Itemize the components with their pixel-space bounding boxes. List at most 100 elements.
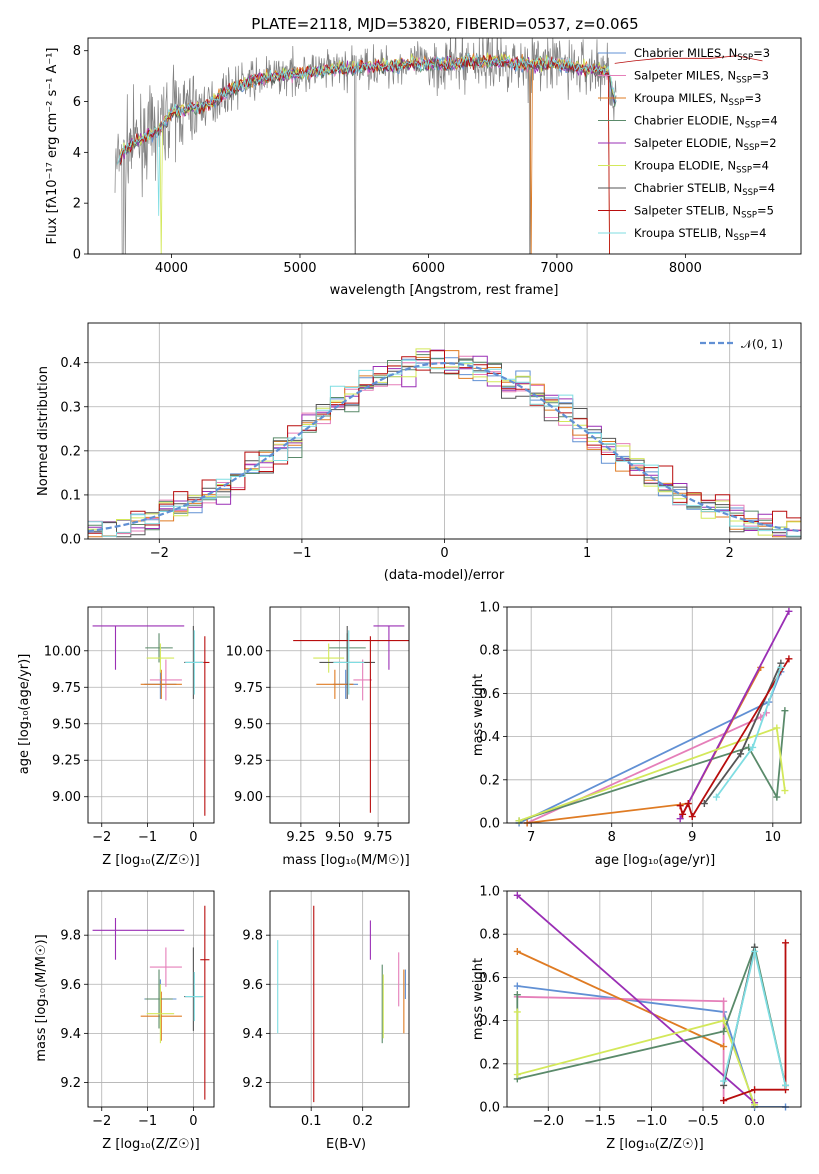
plus-marker bbox=[720, 1017, 728, 1025]
model-spectrum-line bbox=[119, 54, 610, 254]
model-spectrum-line bbox=[119, 52, 610, 254]
y-tick-label: 0.4 bbox=[60, 356, 81, 371]
y-tick-label: 2 bbox=[73, 197, 81, 212]
plus-marker bbox=[751, 1086, 759, 1094]
y-tick-label: 0.6 bbox=[479, 971, 500, 986]
axes-frame bbox=[87, 606, 215, 824]
plus-marker bbox=[782, 1081, 790, 1089]
plus-marker bbox=[773, 793, 781, 801]
age-vs-mass-panel: 9.25 9.50 9.75 9.00 9.25 9.50 9.75 10.00 bbox=[226, 606, 410, 845]
legend-label-count: =2 bbox=[760, 136, 777, 150]
mass-vs-metallicity-panel: −2 −1 0 9.2 9.4 9.6 9.8 bbox=[60, 890, 215, 1129]
plus-marker bbox=[720, 997, 728, 1005]
model-spectrum-line bbox=[119, 54, 617, 163]
mass-weight-series-line bbox=[526, 667, 762, 823]
y-tick-label: 9.25 bbox=[52, 754, 81, 769]
y-tick-label: 0.2 bbox=[60, 444, 81, 459]
mw-z-y-label: mass weight bbox=[471, 958, 486, 1040]
x-tick-label: 8000 bbox=[669, 261, 702, 276]
mass-weight-series-line bbox=[723, 942, 787, 1102]
x-tick-label: 0.1 bbox=[301, 1114, 322, 1129]
plus-marker bbox=[720, 1097, 728, 1105]
axes-frame bbox=[269, 890, 410, 1108]
x-tick-label: −2.0 bbox=[532, 1114, 564, 1129]
legend-label-sub: SSP bbox=[744, 143, 760, 153]
mass-ebv-x-label: E(B-V) bbox=[326, 1137, 366, 1152]
axes-frame bbox=[506, 606, 802, 824]
x-tick-label: 1 bbox=[583, 546, 591, 561]
model-spectrum-line bbox=[119, 52, 617, 254]
y-tick-label: 4 bbox=[73, 146, 81, 161]
legend-label-sub: SSP bbox=[736, 166, 752, 176]
age-mass-x-label: mass [log₁₀(M/M☉)] bbox=[282, 853, 409, 868]
histogram-y-label: Normed distribution bbox=[36, 366, 51, 496]
legend-label-sub: SSP bbox=[741, 211, 757, 221]
legend-label-text: Chabrier STELIB, N bbox=[634, 181, 742, 195]
axes-frame bbox=[87, 322, 802, 540]
y-tick-label: 0.0 bbox=[60, 533, 81, 548]
y-tick-label: 9.2 bbox=[242, 1076, 263, 1091]
y-tick-label: 0.2 bbox=[479, 1057, 500, 1072]
legend-label: Kroupa ELODIE, NSSP=4 bbox=[634, 159, 769, 176]
x-tick-label: 9 bbox=[688, 830, 696, 845]
x-tick-label: −1.5 bbox=[584, 1114, 616, 1129]
x-tick-label: −2 bbox=[92, 830, 111, 845]
legend-label: Chabrier ELODIE, NSSP=4 bbox=[634, 114, 778, 131]
x-tick-label: −1 bbox=[138, 1114, 157, 1129]
x-tick-label: −2 bbox=[92, 1114, 111, 1129]
x-tick-label: 5000 bbox=[283, 261, 316, 276]
plus-marker bbox=[513, 891, 521, 899]
axes-frame bbox=[506, 890, 802, 1108]
plus-marker bbox=[688, 813, 696, 821]
legend-label: Kroupa STELIB, NSSP=4 bbox=[634, 226, 766, 243]
residual-histogram-step bbox=[88, 350, 801, 538]
mass-weight-series-line bbox=[516, 950, 724, 1048]
y-tick-label: 1.0 bbox=[479, 601, 500, 616]
y-tick-label: 0.4 bbox=[479, 1014, 500, 1029]
x-tick-label: 8 bbox=[608, 830, 616, 845]
legend-label-text: Salpeter STELIB, N bbox=[634, 204, 741, 218]
histogram-x-label: (data-model)/error bbox=[384, 568, 505, 583]
x-tick-label: 9.25 bbox=[286, 830, 315, 845]
plus-marker bbox=[777, 663, 785, 671]
residual-histogram-panel: −2 −1 0 1 2 0.0 0.1 0.2 0.3 0.4 bbox=[60, 322, 802, 561]
y-tick-label: 9.00 bbox=[52, 790, 81, 805]
plus-marker bbox=[737, 750, 745, 758]
plus-marker bbox=[785, 655, 793, 663]
y-tick-label: 9.25 bbox=[234, 754, 263, 769]
y-tick-label: 0.2 bbox=[479, 773, 500, 788]
massweight-vs-metallicity-panel: −2.0 −1.5 −1.0 −0.5 0.0 0.0 0.2 0.4 0.6 0.8 1.0 bbox=[479, 885, 802, 1129]
axes-frame bbox=[87, 890, 215, 1108]
x-tick-label: 0 bbox=[189, 1114, 197, 1129]
mw-age-x-label: age [log₁₀(age/yr)] bbox=[595, 853, 716, 868]
axes-frame bbox=[87, 37, 802, 255]
x-tick-label: 2 bbox=[726, 546, 734, 561]
y-tick-label: 0.1 bbox=[60, 488, 81, 503]
y-tick-label: 0.0 bbox=[479, 1101, 500, 1116]
legend-label-count: =4 bbox=[761, 114, 778, 128]
age-z-x-label: Z [log₁₀(Z/Z☉)] bbox=[102, 853, 199, 868]
y-tick-label: 9.00 bbox=[234, 790, 263, 805]
x-tick-label: 10 bbox=[765, 830, 782, 845]
legend-label-sub: SSP bbox=[736, 76, 752, 86]
legend-label-text: Salpeter ELODIE, N bbox=[634, 136, 744, 150]
mw-age-y-label: mass weight bbox=[471, 674, 486, 756]
legend-label: Chabrier MILES, NSSP=3 bbox=[634, 46, 770, 63]
model-spectrum-line bbox=[117, 52, 617, 216]
legend-label-text: Chabrier ELODIE, N bbox=[634, 114, 745, 128]
red-continuum-line bbox=[614, 55, 763, 64]
plus-marker bbox=[749, 743, 757, 751]
plus-marker bbox=[676, 802, 684, 810]
x-tick-label: −1 bbox=[292, 546, 311, 561]
mass-weight-series-line bbox=[679, 610, 790, 820]
y-tick-label: 0.6 bbox=[479, 687, 500, 702]
plus-marker bbox=[700, 800, 708, 808]
x-tick-label: 6000 bbox=[412, 261, 445, 276]
mw-z-x-label: Z [log₁₀(Z/Z☉)] bbox=[606, 1137, 703, 1152]
plus-marker bbox=[782, 939, 790, 947]
x-tick-label: −1 bbox=[138, 830, 157, 845]
normal-legend-label: 𝒩(0, 1) bbox=[741, 337, 783, 351]
legend-label: Kroupa MILES, NSSP=3 bbox=[634, 91, 761, 108]
plus-marker bbox=[751, 947, 759, 955]
